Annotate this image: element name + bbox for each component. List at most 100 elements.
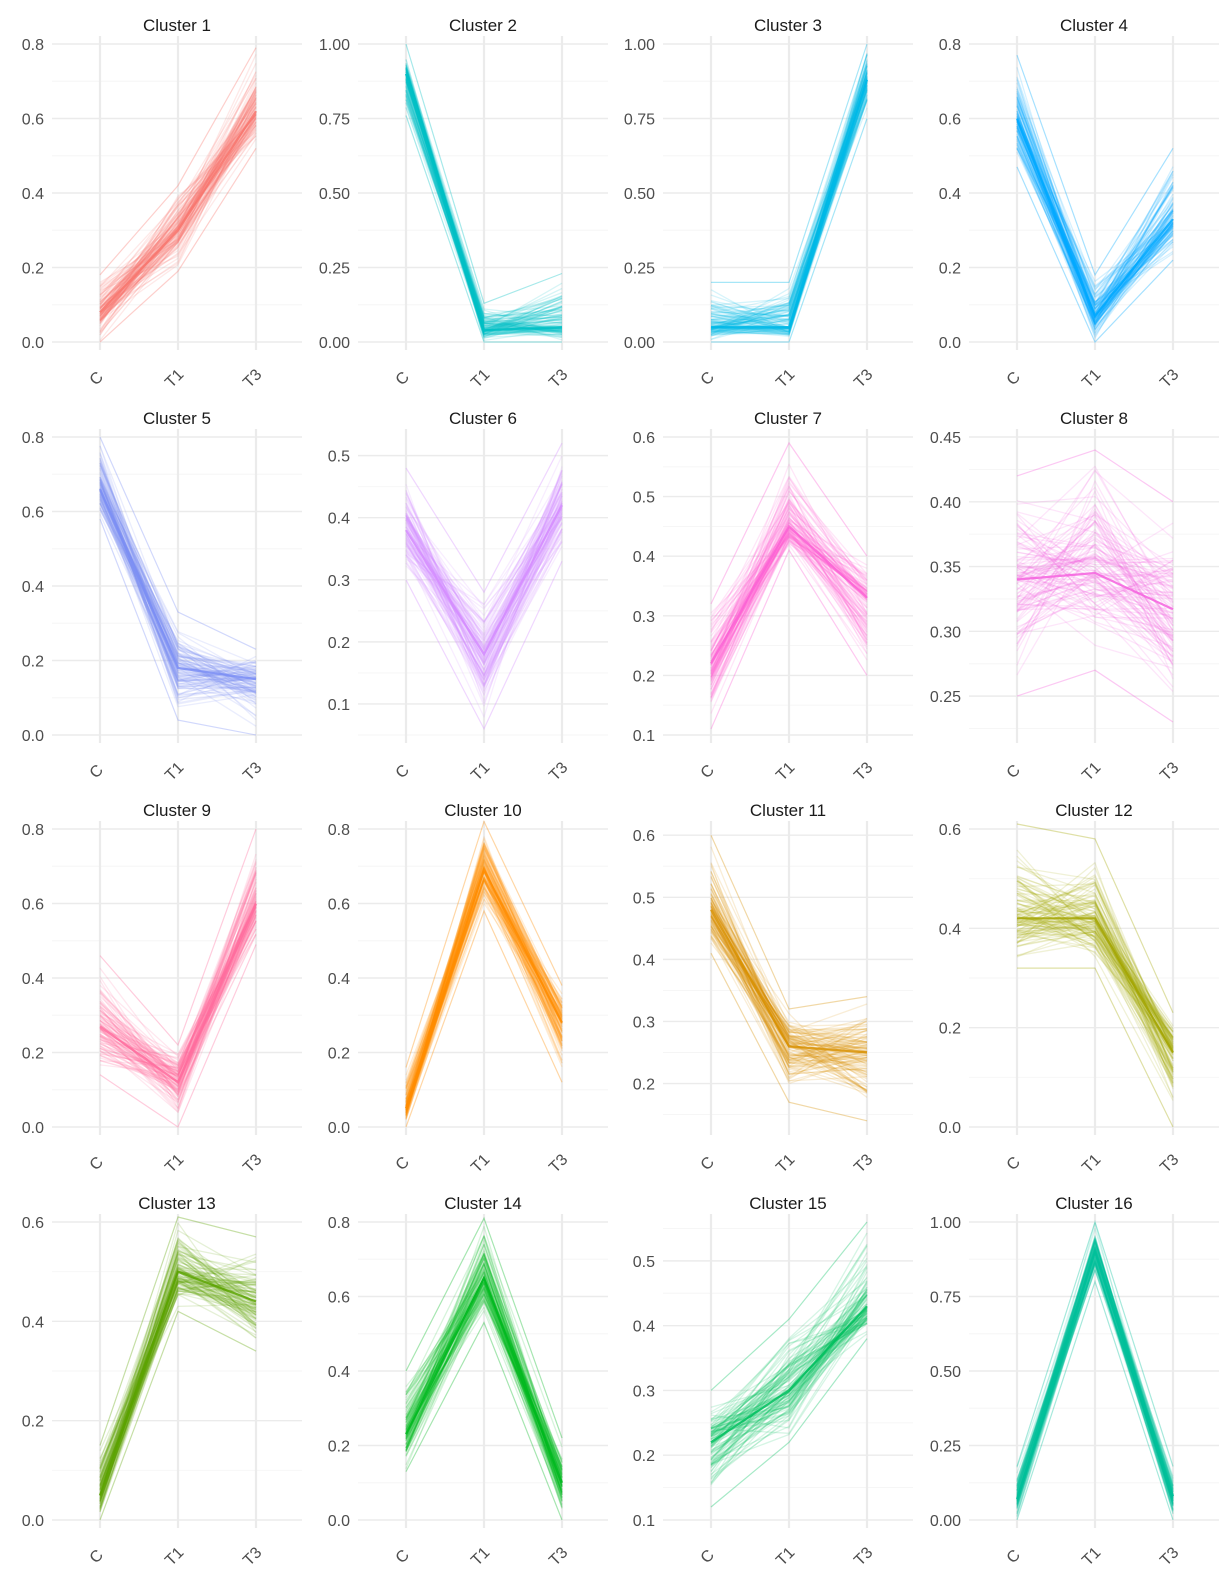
profile-line bbox=[710, 81, 868, 336]
profile-line bbox=[710, 906, 868, 1054]
panel-title: Cluster 1 bbox=[143, 16, 211, 35]
profile-envelope-line bbox=[1016, 166, 1174, 344]
y-tick-label: 0.0 bbox=[328, 1120, 350, 1137]
profile-line bbox=[405, 107, 563, 336]
profile-line bbox=[1016, 926, 1174, 1038]
profile-line bbox=[405, 484, 563, 705]
profile-line bbox=[99, 87, 257, 290]
profile-line bbox=[710, 540, 868, 699]
profile-line bbox=[1016, 113, 1174, 313]
profile-line bbox=[405, 513, 563, 680]
profile-line bbox=[405, 511, 563, 666]
profile-line bbox=[99, 921, 257, 1075]
profile-line bbox=[1016, 900, 1174, 1069]
profile-lines bbox=[1016, 449, 1174, 723]
profile-line bbox=[710, 883, 868, 1062]
profile-line bbox=[710, 1252, 868, 1468]
panel-grid bbox=[969, 821, 1219, 1135]
profile-line bbox=[1016, 907, 1174, 1045]
profile-line bbox=[99, 479, 257, 673]
profile-line bbox=[1016, 1246, 1174, 1493]
profile-line bbox=[1016, 607, 1174, 634]
profile-line bbox=[405, 532, 563, 677]
profile-line bbox=[99, 933, 257, 1072]
profile-line bbox=[710, 533, 868, 655]
profile-line bbox=[405, 1285, 563, 1466]
profile-line bbox=[710, 931, 868, 1053]
profile-line bbox=[710, 484, 868, 666]
profile-line bbox=[99, 1292, 257, 1497]
profile-line bbox=[1016, 884, 1174, 1052]
profile-line bbox=[99, 99, 257, 311]
profile-line bbox=[99, 480, 257, 692]
profile-line bbox=[99, 459, 257, 690]
profile-line bbox=[710, 1311, 868, 1430]
profile-line bbox=[1016, 582, 1174, 669]
profile-line bbox=[710, 938, 868, 1060]
profile-line bbox=[99, 94, 257, 322]
profile-line bbox=[710, 87, 868, 337]
profile-line bbox=[1016, 1245, 1174, 1514]
profile-line bbox=[99, 1240, 257, 1487]
profile-line bbox=[710, 82, 868, 337]
profile-line bbox=[405, 70, 563, 319]
profile-line bbox=[1016, 932, 1174, 1055]
profile-line bbox=[99, 471, 257, 694]
x-tick-label: T3 bbox=[546, 1544, 571, 1569]
profile-line bbox=[1016, 574, 1174, 598]
profile-line bbox=[710, 846, 868, 1043]
profile-line bbox=[1016, 148, 1174, 325]
profile-line bbox=[710, 1316, 868, 1453]
x-tick-label: T3 bbox=[240, 759, 265, 784]
x-tick-label: C bbox=[87, 1154, 107, 1174]
profile-line bbox=[710, 53, 868, 334]
profile-line bbox=[1016, 881, 1174, 1058]
profile-line bbox=[405, 1281, 563, 1487]
profile-line bbox=[99, 1279, 257, 1486]
profile-line bbox=[1016, 901, 1174, 1038]
y-tick-label: 0.4 bbox=[22, 971, 44, 988]
profile-envelope-line bbox=[405, 43, 563, 305]
profile-line bbox=[1016, 86, 1174, 307]
profile-line bbox=[710, 1322, 868, 1421]
y-tick-label: 0.2 bbox=[328, 1439, 350, 1456]
profile-line bbox=[405, 507, 563, 678]
profile-lines bbox=[1015, 1220, 1175, 1521]
profile-line bbox=[1016, 892, 1174, 1081]
profile-line bbox=[405, 842, 563, 1106]
profile-line bbox=[99, 1279, 257, 1510]
profile-line bbox=[1016, 902, 1174, 1069]
profile-lines bbox=[404, 819, 563, 1128]
profile-line bbox=[99, 485, 257, 690]
profile-line bbox=[99, 922, 257, 1075]
profile-line bbox=[1016, 126, 1174, 328]
profile-line bbox=[1016, 580, 1174, 634]
profile-line bbox=[1016, 573, 1174, 628]
profile-line bbox=[710, 924, 868, 1072]
profile-line bbox=[1016, 942, 1174, 1052]
profile-line bbox=[710, 897, 868, 1040]
profile-line bbox=[1016, 566, 1174, 648]
profile-line bbox=[1016, 119, 1174, 295]
profile-line bbox=[710, 537, 868, 694]
profile-line bbox=[99, 862, 257, 1096]
profile-line bbox=[99, 483, 257, 685]
profile-line bbox=[710, 65, 868, 332]
profile-line bbox=[1016, 1259, 1174, 1502]
profile-line bbox=[405, 530, 563, 651]
profile-line bbox=[710, 532, 868, 666]
profile-line bbox=[710, 533, 868, 714]
y-tick-label: 0.75 bbox=[930, 1290, 961, 1307]
profile-line bbox=[99, 1258, 257, 1467]
profile-line bbox=[405, 885, 563, 1107]
cluster-panel: Cluster 9 0.0 0.2 0.4 0.6 0.8 C T1 T3 bbox=[22, 801, 302, 1176]
profile-line bbox=[710, 897, 868, 1061]
profile-line bbox=[99, 495, 257, 708]
profile-line bbox=[405, 519, 563, 637]
profile-line bbox=[710, 897, 868, 1061]
profile-line bbox=[710, 925, 868, 1064]
profile-line bbox=[1016, 580, 1174, 639]
profile-line bbox=[710, 1294, 868, 1464]
profile-line bbox=[405, 1300, 563, 1467]
profile-line bbox=[99, 124, 257, 321]
